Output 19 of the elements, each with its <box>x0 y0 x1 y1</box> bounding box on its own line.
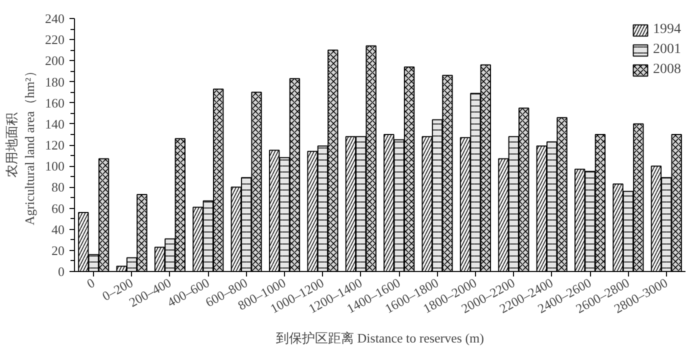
y-tick-label: 40 <box>52 222 64 237</box>
y-tick-label: 240 <box>45 11 64 26</box>
y-tick-label: 120 <box>45 138 64 152</box>
legend-label: 1994 <box>653 22 681 38</box>
y-tick-label: 200 <box>45 53 64 68</box>
y-tick-label: 60 <box>52 200 64 216</box>
legend-label: 2001 <box>653 42 681 58</box>
legend-label: 2008 <box>653 62 681 78</box>
y-tick-label: 80 <box>52 180 64 195</box>
y-tick-label: 180 <box>45 74 64 90</box>
y-tick-label: 100 <box>45 158 64 174</box>
y-axis-title: 农用地面积 Agricultural land area（hm²） <box>4 64 37 226</box>
x-axis-title: 到保护区距离 Distance to reserves (m) <box>276 330 484 346</box>
y-tick-label: 20 <box>52 242 64 258</box>
x-tick-label: 0 <box>84 274 98 292</box>
y-tick-label: 220 <box>45 32 64 48</box>
y-tick-label: 160 <box>45 95 64 110</box>
y-tick-label: 0 <box>58 264 64 279</box>
y-tick-label: 140 <box>45 116 64 132</box>
